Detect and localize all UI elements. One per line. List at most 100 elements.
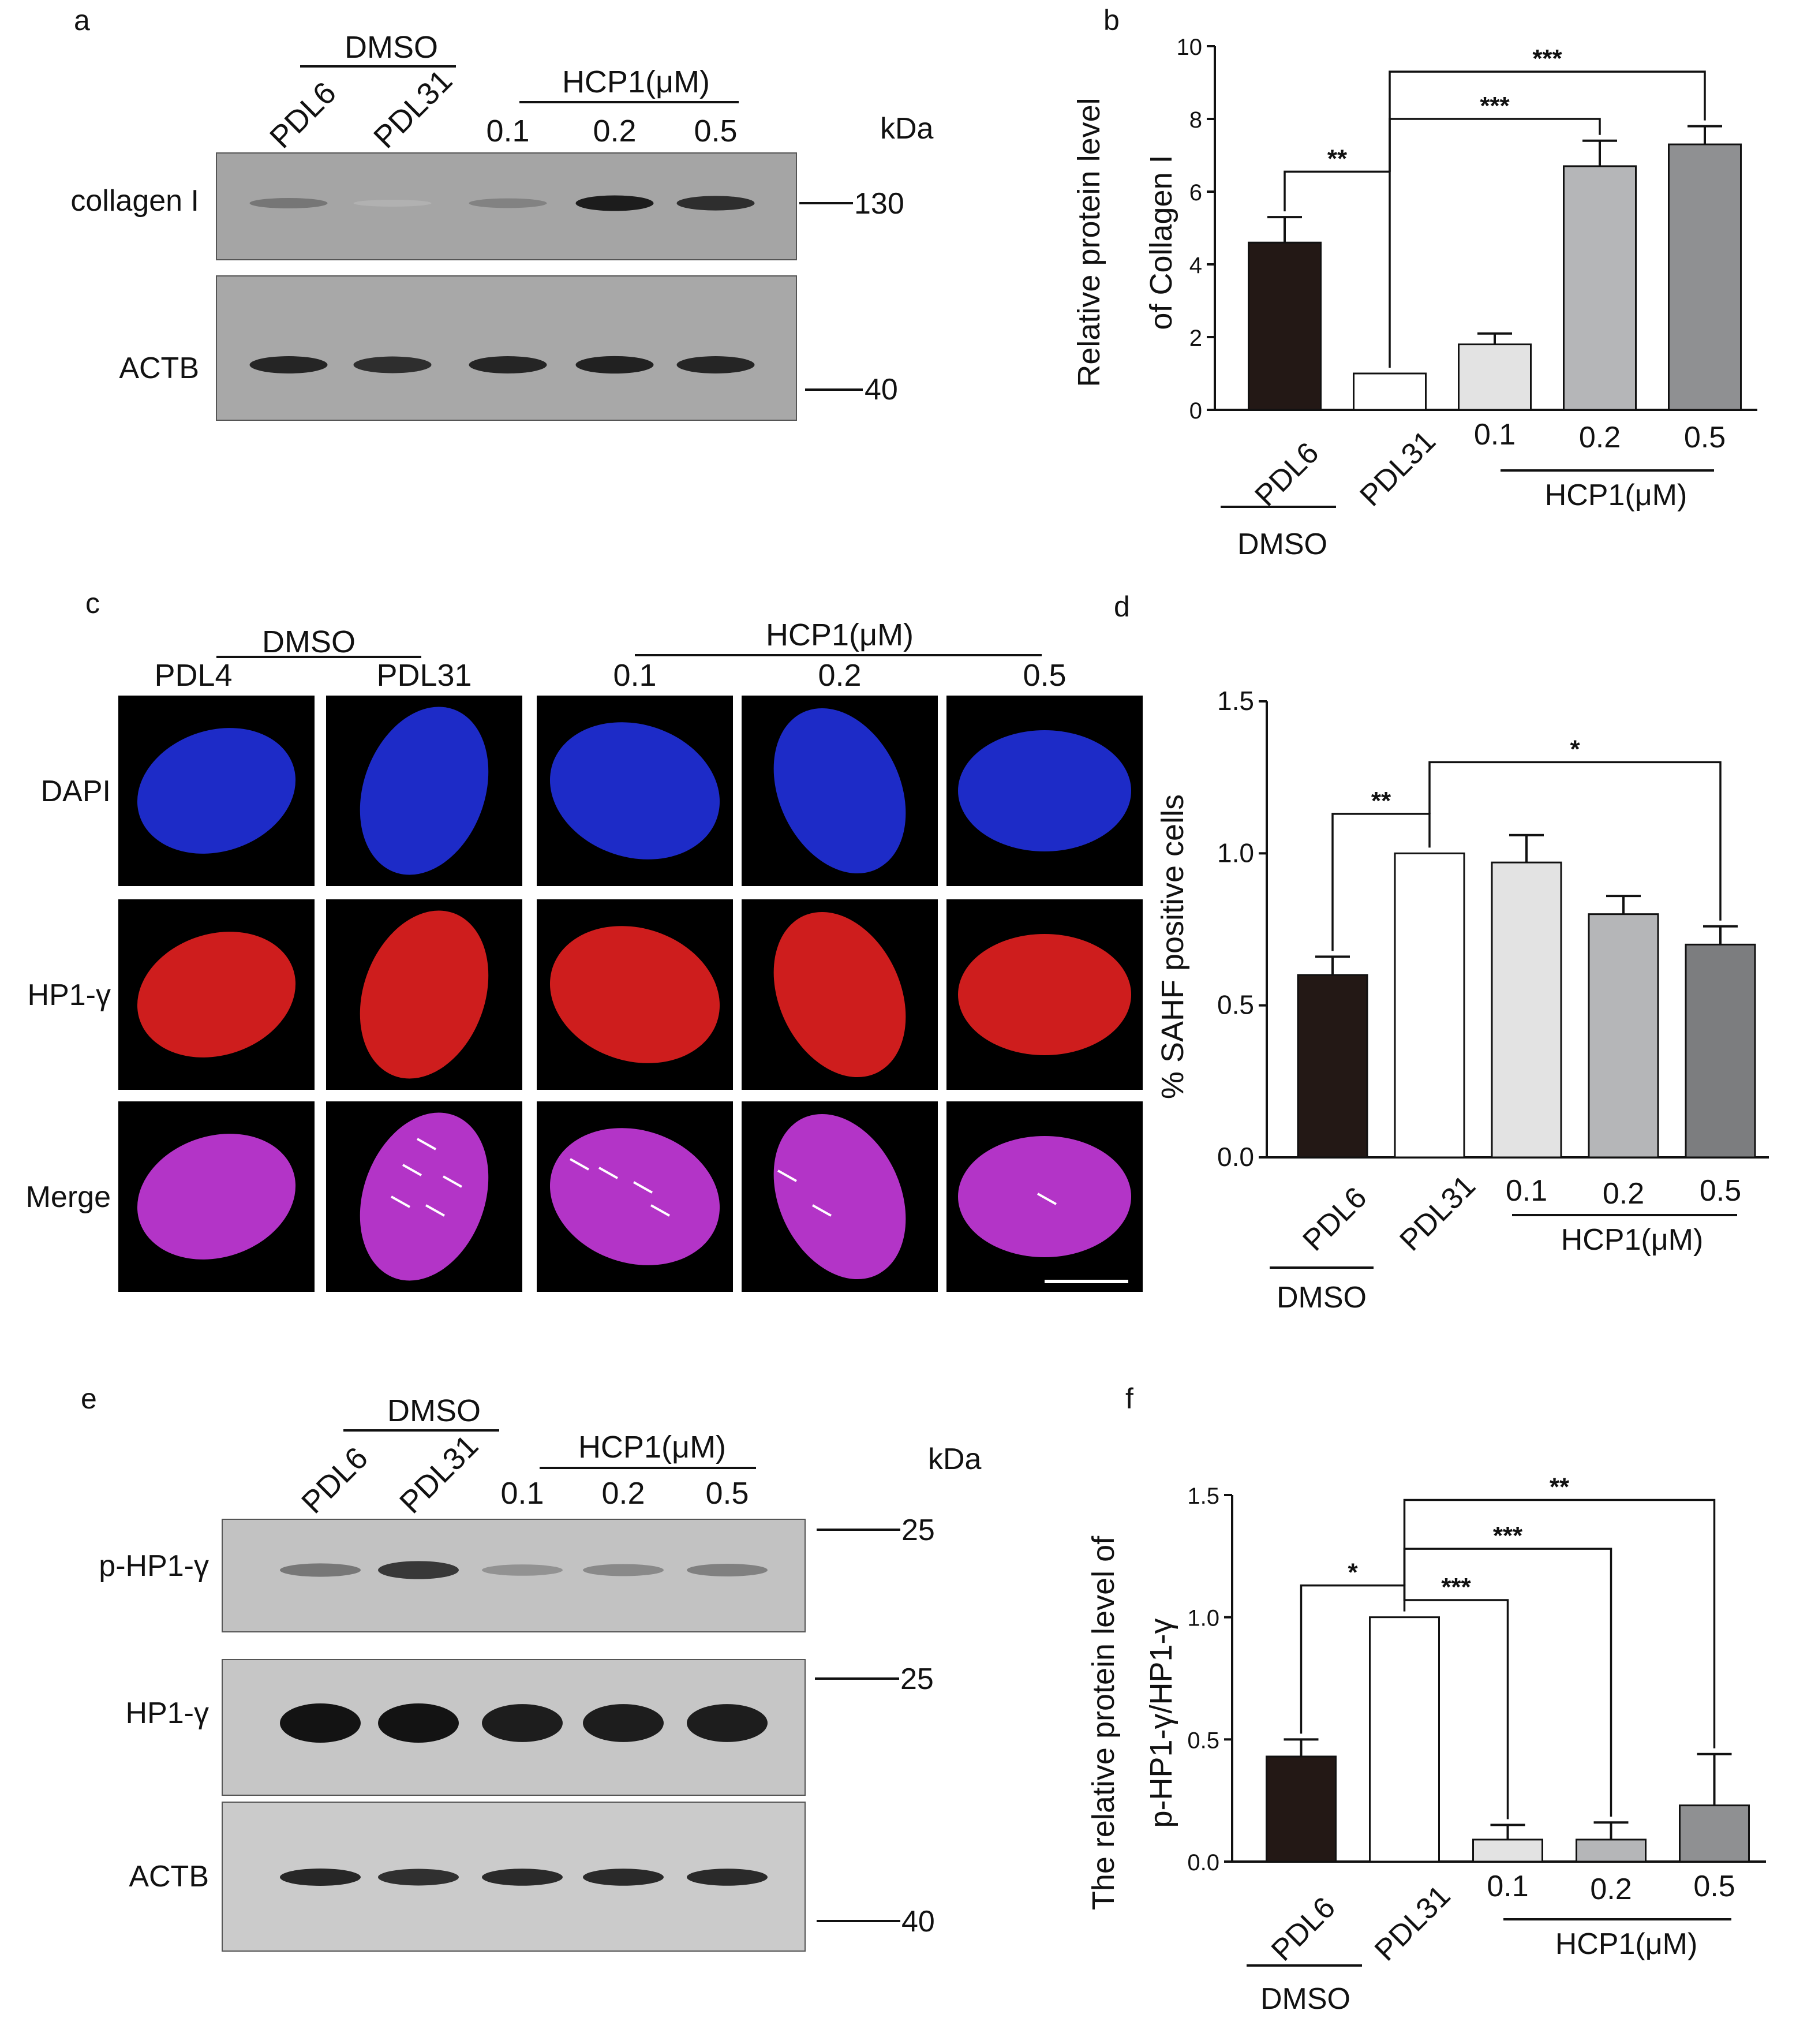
significance-label: * xyxy=(1570,735,1580,763)
significance-label: *** xyxy=(1480,92,1510,120)
nucleus xyxy=(549,926,720,1063)
significance-label: ** xyxy=(1327,144,1348,173)
y-tick-label: 1.0 xyxy=(1187,1606,1219,1631)
blot-band xyxy=(280,1703,361,1743)
column-label: 0.2 xyxy=(818,658,861,693)
nucleus xyxy=(549,722,720,860)
y-tick-label: 1.0 xyxy=(1217,838,1254,868)
significance-bracket xyxy=(1331,813,1431,951)
bar xyxy=(1668,143,1742,411)
panel-b-bar-chart: b Relative protein level of Collagen I 0… xyxy=(1072,4,1757,561)
panel-f-bar-chart: f The relative protein level of p-HP1-γ/… xyxy=(1086,1382,1766,2016)
panel-a-hcp1-label: HCP1(μM) xyxy=(562,65,710,99)
nucleus xyxy=(958,934,1131,1055)
bar xyxy=(1297,974,1368,1159)
bar xyxy=(1369,1616,1440,1863)
panel-e-marker-25b: 25 xyxy=(900,1662,934,1696)
panel-e-western-blot: e DMSO HCP1(μM) kDa PDL6 PDL31 0.1 0.2 0.5 p… xyxy=(81,1382,982,1952)
nucleus xyxy=(360,1112,489,1281)
y-tick-label: 0 xyxy=(1189,398,1202,424)
panel-b-ylabel-line1: Relative protein level xyxy=(1072,98,1106,387)
panel-a-kda-label: kDa xyxy=(880,112,934,145)
panel-a-marker-130: 130 xyxy=(854,187,904,221)
panel-e-bands xyxy=(280,1561,768,1886)
blot-band xyxy=(687,1869,768,1886)
category-label: 0.5 xyxy=(1684,421,1726,454)
panel-d-hcp1-label: HCP1(μM) xyxy=(1561,1223,1704,1257)
nucleus xyxy=(773,1113,906,1280)
bar xyxy=(1576,1839,1647,1863)
lane-label: PDL6 xyxy=(263,76,343,155)
panel-d-bar-chart: d % SAHF positive cells 0.0 0.5 1.0 1.5 PDL6… xyxy=(1114,591,1769,1314)
y-tick-label: 1.5 xyxy=(1187,1484,1219,1509)
lane-label: PDL31 xyxy=(393,1428,485,1520)
panel-b-dmso-label: DMSO xyxy=(1237,528,1327,561)
panel-f-ylabel-line1: The relative protein level of xyxy=(1086,1535,1121,1910)
sahf-arrow xyxy=(402,1164,422,1176)
lane-label: PDL31 xyxy=(367,63,459,155)
y-tick-label: 0.0 xyxy=(1187,1850,1219,1875)
panel-e-row-label-hp1: HP1-γ xyxy=(126,1697,209,1730)
bar xyxy=(1472,1839,1543,1863)
lane-label: 0.5 xyxy=(705,1476,749,1511)
panel-e-letter: e xyxy=(81,1382,97,1415)
significance-label: *** xyxy=(1441,1573,1471,1601)
blot-band xyxy=(676,356,755,373)
panel-e-row-label-phospho: p-HP1-γ xyxy=(99,1549,209,1583)
category-label: 0.1 xyxy=(1506,1174,1547,1208)
nucleus xyxy=(773,911,906,1078)
y-tick-label: 0.0 xyxy=(1217,1142,1254,1172)
blot-band xyxy=(676,196,755,211)
y-tick-label: 4 xyxy=(1189,253,1202,278)
column-label: 0.1 xyxy=(613,658,656,693)
panel-f-hcp1-label: HCP1(μM) xyxy=(1555,1927,1698,1961)
y-tick-label: 0.5 xyxy=(1217,990,1254,1020)
y-tick-label: 6 xyxy=(1189,180,1202,205)
blot-band xyxy=(482,1704,563,1742)
blot-band xyxy=(378,1869,459,1886)
column-label: PDL4 xyxy=(154,658,232,693)
panel-c-microscopy: c DMSO HCP1(μM) PDL4 PDL31 0.1 0.2 0.5 DAPI H… xyxy=(26,587,1143,1292)
blot-band xyxy=(583,1704,664,1742)
column-label: 0.5 xyxy=(1023,658,1066,693)
significance-bracket xyxy=(1389,118,1601,172)
bar xyxy=(1266,1755,1337,1863)
blot-band xyxy=(482,1869,563,1886)
sahf-arrow xyxy=(633,1181,653,1194)
panel-a-blot-actb xyxy=(216,275,797,421)
row-label: HP1-γ xyxy=(28,978,111,1012)
blot-band xyxy=(249,356,328,373)
panel-b-ylabel-line2: of Collagen I xyxy=(1144,155,1178,330)
significance-label: ** xyxy=(1550,1473,1570,1501)
panel-e-row-label-actb: ACTB xyxy=(129,1860,209,1893)
sahf-arrow xyxy=(570,1158,589,1171)
blot-band xyxy=(575,195,654,211)
lane-label: PDL6 xyxy=(295,1441,375,1520)
nucleus xyxy=(137,932,296,1058)
panel-a-dmso-label: DMSO xyxy=(345,30,438,65)
category-label: 0.2 xyxy=(1603,1177,1644,1210)
blot-band xyxy=(249,198,328,208)
significance-bracket xyxy=(1403,1585,1509,1819)
nucleus xyxy=(360,910,489,1079)
panel-d-letter: d xyxy=(1114,591,1130,623)
blot-band xyxy=(353,200,432,207)
sahf-arrow xyxy=(391,1195,410,1208)
sahf-arrow xyxy=(777,1169,797,1182)
bar xyxy=(1563,165,1637,411)
panel-c-hcp1-label: HCP1(μM) xyxy=(766,618,914,652)
nucleus xyxy=(773,708,906,874)
blot-band xyxy=(687,1704,768,1742)
panel-a-row-label-collagen: collagen I xyxy=(70,184,199,218)
panel-a-bands xyxy=(249,195,755,374)
significance-label: *** xyxy=(1493,1522,1523,1550)
blot-band xyxy=(469,198,547,208)
panel-a-row-label-actb: ACTB xyxy=(119,352,199,385)
panel-e-marker-25a: 25 xyxy=(901,1514,935,1547)
blot-band xyxy=(353,356,432,373)
row-label: Merge xyxy=(26,1180,111,1214)
sahf-arrow xyxy=(443,1175,462,1188)
panel-b-hcp1-label: HCP1(μM) xyxy=(1545,479,1688,512)
panel-a-letter: a xyxy=(74,4,90,36)
lane-label: 0.1 xyxy=(500,1476,544,1511)
